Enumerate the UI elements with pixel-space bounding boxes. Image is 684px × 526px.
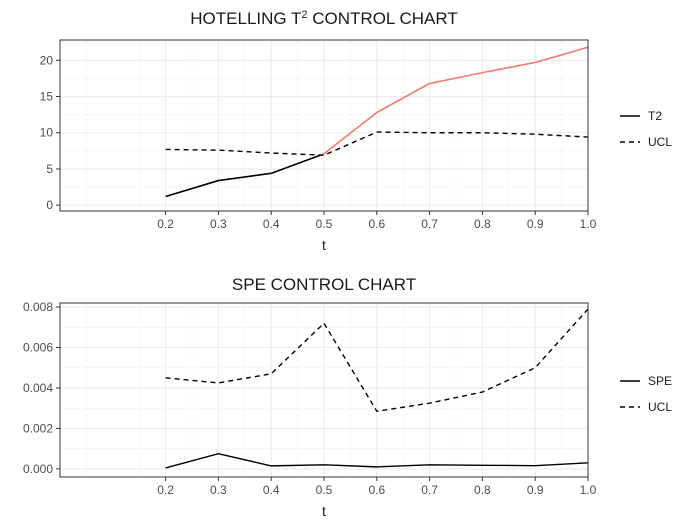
spe-y-tick-label: 0.006 [23,341,53,355]
spe-x-tick-label: 1.0 [580,483,597,497]
hotelling-series [165,46,589,198]
spe-chart-title: SPE CONTROL CHART [232,275,416,294]
spe-x-tick-label: 0.9 [527,483,544,497]
hotelling-x-tick-label: 1.0 [580,217,597,231]
hotelling-chart: HOTELLING T2 CONTROL CHART 0.2 0.3 0.4 0.5 0… [40,9,673,253]
hotelling-x-tick-label: 0.5 [316,217,333,231]
spe-series [165,308,589,469]
hotelling-y-tick-label: 20 [40,53,54,67]
spe-y-tick-label: 0.004 [23,381,53,395]
hotelling-x-tick-label: 0.4 [263,217,280,231]
spe-x-tick-label: 0.8 [474,483,491,497]
hotelling-t2-segment [376,82,430,114]
spe-chart: SPE CONTROL CHART 0.2 0.3 0.4 0.5 0.6 0.7 0.8 0… [23,275,672,519]
spe-x-tick-label: 0.4 [263,483,280,497]
hotelling-x-tick-label: 0.6 [368,217,385,231]
hotelling-legend-label-t2: T2 [648,109,662,123]
hotelling-x-tick-label: 0.9 [527,217,544,231]
spe-gridlines [60,303,589,477]
hotelling-x-axis-label: t [322,237,326,253]
hotelling-chart-title: HOTELLING T2 CONTROL CHART [190,9,457,28]
spe-x-axis-label: t [322,503,326,519]
spe-legend-label-ucl: UCL [648,400,672,414]
spe-x-tick-label: 0.7 [421,483,438,497]
spe-y-tick-label: 0.002 [23,421,53,435]
hotelling-t2-segment [429,71,483,85]
spe-y-tick-label: 0.000 [23,462,53,476]
spe-y-tick-label: 0.008 [23,300,53,314]
spe-spe-line [165,453,589,469]
spe-ucl-line [165,308,589,413]
hotelling-axes: 0.2 0.3 0.4 0.5 0.6 0.7 0.8 0.9 1.0 0 5 10 15 20 [40,53,597,231]
hotelling-t2-segment [218,172,272,182]
hotelling-y-tick-label: 0 [46,198,53,212]
spe-legend: SPE UCL [620,374,672,414]
spe-x-tick-label: 0.2 [157,483,174,497]
hotelling-legend: T2 UCL [620,109,672,149]
spe-x-tick-label: 0.3 [210,483,227,497]
hotelling-gridlines [60,40,589,211]
hotelling-y-tick-label: 5 [46,162,53,176]
hotelling-x-tick-label: 0.8 [474,217,491,231]
hotelling-x-tick-label: 0.7 [421,217,438,231]
hotelling-t2-segment [482,61,536,74]
hotelling-t2-segment [165,179,219,198]
hotelling-x-tick-label: 0.2 [157,217,174,231]
hotelling-x-tick-label: 0.3 [210,217,227,231]
hotelling-t2-segment [270,154,321,175]
hotelling-t2-segment [323,111,378,155]
spe-axes: 0.2 0.3 0.4 0.5 0.6 0.7 0.8 0.9 1.0 0.000 0.002 0.0… [23,300,597,497]
hotelling-y-tick-label: 15 [40,90,54,104]
hotelling-t2-segment [534,46,589,64]
hotelling-y-tick-label: 10 [40,126,54,140]
spe-x-tick-label: 0.6 [368,483,385,497]
spe-legend-label-spe: SPE [648,374,672,388]
spe-x-tick-label: 0.5 [316,483,333,497]
hotelling-ucl-line [165,131,589,156]
hotelling-legend-label-ucl: UCL [648,135,672,149]
